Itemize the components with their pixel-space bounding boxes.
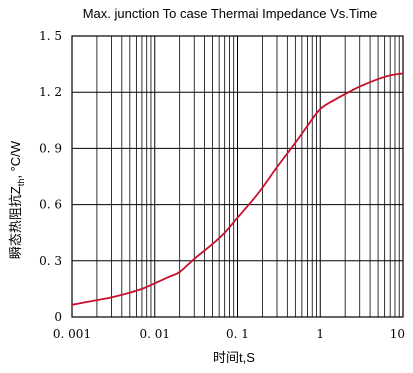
- x-tick-label: 0. 1: [226, 327, 249, 341]
- x-tick-label: 10: [390, 327, 405, 341]
- chart-title: Max. junction To case Thermai Impedance …: [83, 6, 378, 21]
- y-axis-label: 瞬态热阻抗Zth, °C/W: [8, 140, 26, 259]
- y-tick-label: 1. 5: [39, 29, 62, 43]
- plot-frame: [71, 35, 404, 318]
- y-axis-label-subscript: th: [16, 179, 26, 187]
- y-tick-label: 0: [54, 310, 62, 324]
- y-axis-ticks: 0 0. 3 0. 6 0. 9 1. 2 1. 5: [39, 29, 62, 324]
- x-tick-label: 1: [316, 327, 324, 341]
- y-tick-label: 0. 6: [39, 198, 62, 212]
- y-tick-label: 0. 3: [39, 254, 62, 268]
- x-tick-label: 0. 001: [53, 327, 91, 341]
- x-axis-ticks: 0. 001 0. 01 0. 1 1 10: [53, 327, 405, 341]
- y-axis-label-unit: , °C/W: [8, 140, 23, 178]
- y-tick-label: 1. 2: [39, 85, 62, 99]
- grid: [71, 35, 403, 318]
- y-tick-label: 0. 9: [39, 141, 62, 155]
- x-tick-label: 0. 01: [139, 327, 170, 341]
- x-axis-label: 时间t,S: [213, 350, 255, 365]
- series-line: [71, 72, 404, 306]
- y-axis-label-main: 瞬态热阻抗Z: [8, 186, 23, 259]
